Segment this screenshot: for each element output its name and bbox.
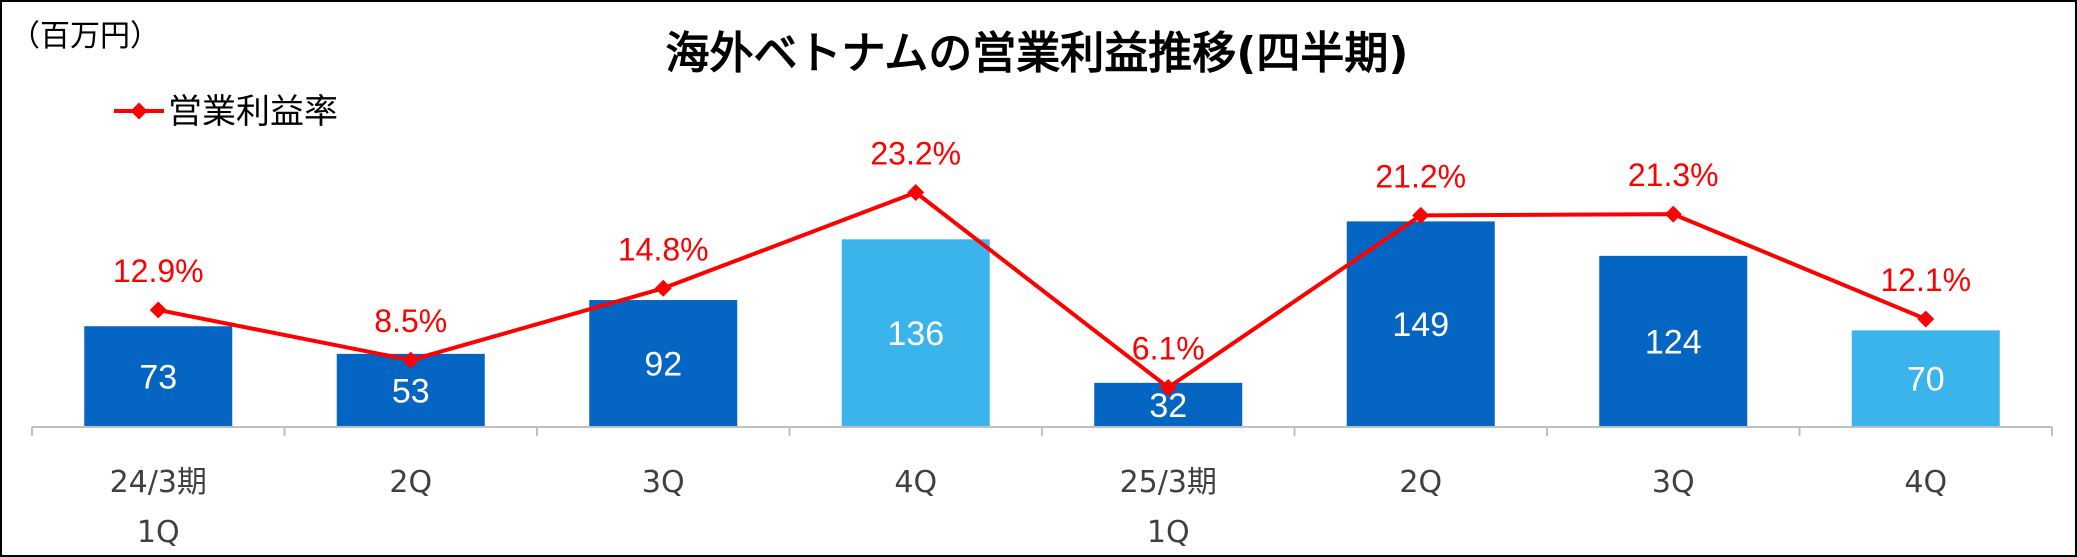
legend-marker-swatch <box>130 102 148 120</box>
category-label: 2Q <box>1399 465 1442 500</box>
bar-value-label: 73 <box>139 359 177 397</box>
bar-value-label: 136 <box>887 315 944 353</box>
rate-line <box>157 190 1927 390</box>
rate-value-label: 21.3% <box>1628 157 1719 193</box>
category-label: 4Q <box>894 465 937 500</box>
bar <box>841 239 990 427</box>
unit-label: （百万円） <box>10 19 160 54</box>
legend: 営業利益率 <box>114 92 338 132</box>
legend-label: 営業利益率 <box>168 92 338 132</box>
rate-marker <box>1917 310 1935 328</box>
rate-value-label: 6.1% <box>1132 330 1205 366</box>
rate-value-label: 21.2% <box>1375 158 1466 194</box>
bar-value-label: 92 <box>644 346 682 384</box>
category-label: 1Q <box>1147 515 1190 550</box>
bar <box>1346 221 1495 427</box>
rate-marker <box>402 351 420 369</box>
rate-value-label: 14.8% <box>618 231 709 267</box>
chart-title: 海外ベトナムの営業利益推移(四半期) <box>666 28 1409 79</box>
category-label: 3Q <box>642 465 685 500</box>
category-label: 2Q <box>389 465 432 500</box>
bar-value-label: 53 <box>392 372 430 410</box>
x-ticks-layer <box>31 427 2053 436</box>
rate-value-label: 12.9% <box>113 253 204 289</box>
category-label: 4Q <box>1904 465 1947 500</box>
rate-marker <box>907 184 925 202</box>
category-label: 1Q <box>137 515 180 550</box>
bars-layer <box>84 221 2000 427</box>
rate-value-label: 8.5% <box>374 303 447 339</box>
rate-marker <box>149 301 167 319</box>
bar <box>1599 255 1748 427</box>
category-label: 25/3期 <box>1120 465 1217 500</box>
bar-value-label: 70 <box>1907 361 1945 399</box>
rate-value-label: 12.1% <box>1880 262 1971 298</box>
category-labels-layer: 24/3期 1Q 2Q 3Q 4Q 25/3期 1Q 2Q 3Q 4Q <box>110 465 1948 550</box>
bar <box>589 300 738 427</box>
rate-marker <box>1664 205 1682 223</box>
rate-marker <box>654 279 672 297</box>
rate-labels-layer: 12.9% 8.5% 14.8% 23.2% 6.1% 21.2% 21.3% 12.1% <box>113 136 1971 367</box>
category-label: 3Q <box>1652 465 1695 500</box>
bar <box>84 326 233 427</box>
rate-value-label: 23.2% <box>870 136 961 172</box>
category-label: 24/3期 <box>110 465 207 500</box>
bar-value-label: 124 <box>1645 323 1702 361</box>
bar <box>1851 330 2000 427</box>
bar-value-label: 149 <box>1392 306 1449 344</box>
